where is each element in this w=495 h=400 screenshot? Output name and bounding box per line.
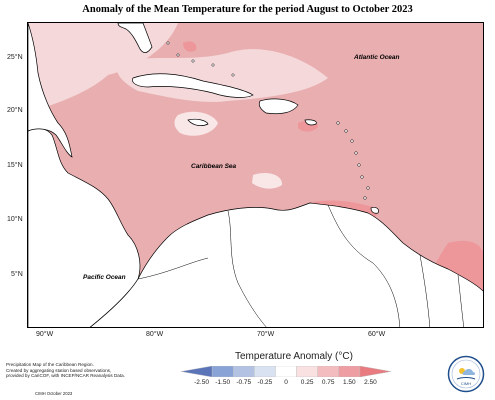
- land-hispaniola: [258, 98, 299, 115]
- lat-label-5n: 5°N: [11, 271, 23, 278]
- anomaly-cool-patch-sw-caribbean: [252, 173, 283, 189]
- legend-swatch: [359, 366, 391, 377]
- land-mexico-yucatan: [28, 23, 73, 158]
- legend-swatch: [254, 366, 276, 377]
- legend-swatch: [211, 366, 234, 377]
- anomaly-warm-patch-bahamas: [183, 41, 197, 52]
- legend-swatch: [296, 366, 318, 377]
- land-trinidad: [370, 207, 379, 214]
- map-canvas: [28, 23, 483, 327]
- legend-tick-label: 0.25: [300, 379, 314, 386]
- label-pacific-ocean: Pacific Ocean: [83, 274, 126, 281]
- legend-tick-label: 2.50: [364, 379, 377, 386]
- cimh-logo-icon: CIMH: [447, 355, 485, 393]
- label-caribbean-sea: Caribbean Sea: [191, 163, 237, 170]
- lon-label-70w: 70°W: [257, 331, 275, 338]
- country-borders: [137, 204, 465, 327]
- land-cuba: [132, 73, 254, 98]
- lesser-antilles: [166, 41, 370, 200]
- footnote-line: provided by CariCOF, with INCEP/NCAR Rea…: [6, 373, 125, 379]
- anomaly-map: Atlantic Ocean Caribbean Sea Pacific Oce…: [27, 22, 484, 328]
- lon-label-80w: 80°W: [146, 331, 164, 338]
- legend-colorbar: [181, 366, 391, 377]
- land-puerto-rico: [304, 119, 317, 126]
- land-florida: [117, 23, 153, 53]
- land-masses: [28, 23, 483, 327]
- lon-label-90w: 90°W: [36, 331, 54, 338]
- legend-tick-label: -2.50: [194, 379, 209, 386]
- lat-label-15n: 15°N: [7, 162, 23, 169]
- legend-tick-label: -1.50: [215, 379, 231, 386]
- land-south-america: [89, 202, 483, 327]
- svg-text:CIMH: CIMH: [461, 381, 471, 386]
- legend-tick-label: 0.75: [321, 379, 335, 386]
- legend-colorbar-svg: [181, 366, 391, 377]
- footnote-credit: CIMH October 2023: [35, 391, 73, 396]
- land-jamaica: [187, 118, 209, 126]
- legend-swatch: [181, 366, 213, 377]
- legend-swatch: [317, 366, 339, 377]
- lat-label-25n: 25°N: [7, 54, 23, 61]
- lat-label-10n: 10°N: [7, 216, 23, 223]
- legend-tick-label: -0.75: [236, 379, 252, 386]
- legend-swatch: [233, 366, 255, 377]
- map-title: Anomaly of the Mean Temperature for the …: [82, 4, 413, 15]
- legend-swatch: [275, 366, 297, 377]
- legend-tick-label: 0: [284, 379, 288, 386]
- legend-tick-label: 1.50: [343, 379, 356, 386]
- map-footnote: Precipitation Map of the Caribbean Regio…: [6, 362, 131, 379]
- lon-label-60w: 60°W: [368, 331, 386, 338]
- lat-label-20n: 20°N: [7, 107, 23, 114]
- footnote-line: Created by aggregating station based obs…: [6, 367, 112, 373]
- legend-title: Temperature Anomaly (°C): [235, 351, 353, 362]
- label-atlantic-ocean: Atlantic Ocean: [354, 54, 400, 61]
- legend-tick-label: -0.25: [257, 379, 273, 386]
- footnote-line: Precipitation Map of the Caribbean Regio…: [6, 362, 94, 367]
- anomaly-cool-patch-greater-antilles: [116, 49, 329, 102]
- legend-swatch: [338, 366, 361, 377]
